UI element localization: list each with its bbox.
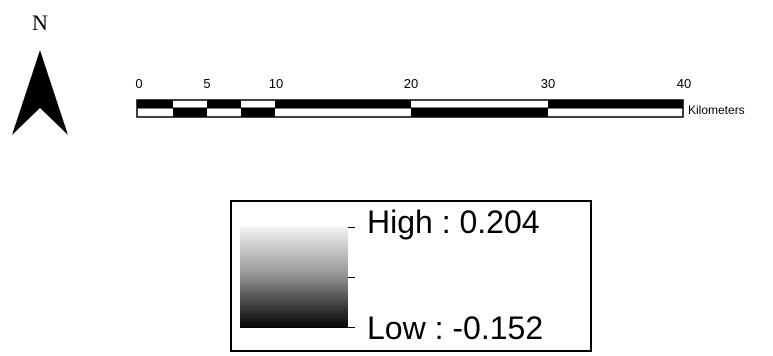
scale-unit-label: Kilometers (688, 103, 745, 117)
scale-tick-label: 0 (135, 76, 143, 91)
scale-tick-label: 5 (203, 76, 211, 91)
scale-tick-label: 30 (540, 76, 556, 91)
north-arrow-icon (12, 50, 68, 135)
scale-tick-label: 10 (268, 76, 284, 91)
scale-tick-label: 40 (676, 76, 692, 91)
north-label: N (32, 10, 48, 35)
scale-bar (136, 99, 684, 118)
legend: High : 0.204 Low : -0.152 (230, 200, 592, 352)
ramp-tick (348, 277, 355, 278)
ramp-tick (348, 327, 355, 328)
ramp-tick (348, 227, 355, 228)
scale-tick-label: 20 (403, 76, 419, 91)
legend-low-label: Low : -0.152 (367, 310, 544, 346)
color-ramp (240, 227, 348, 328)
legend-high-label: High : 0.204 (367, 204, 540, 240)
